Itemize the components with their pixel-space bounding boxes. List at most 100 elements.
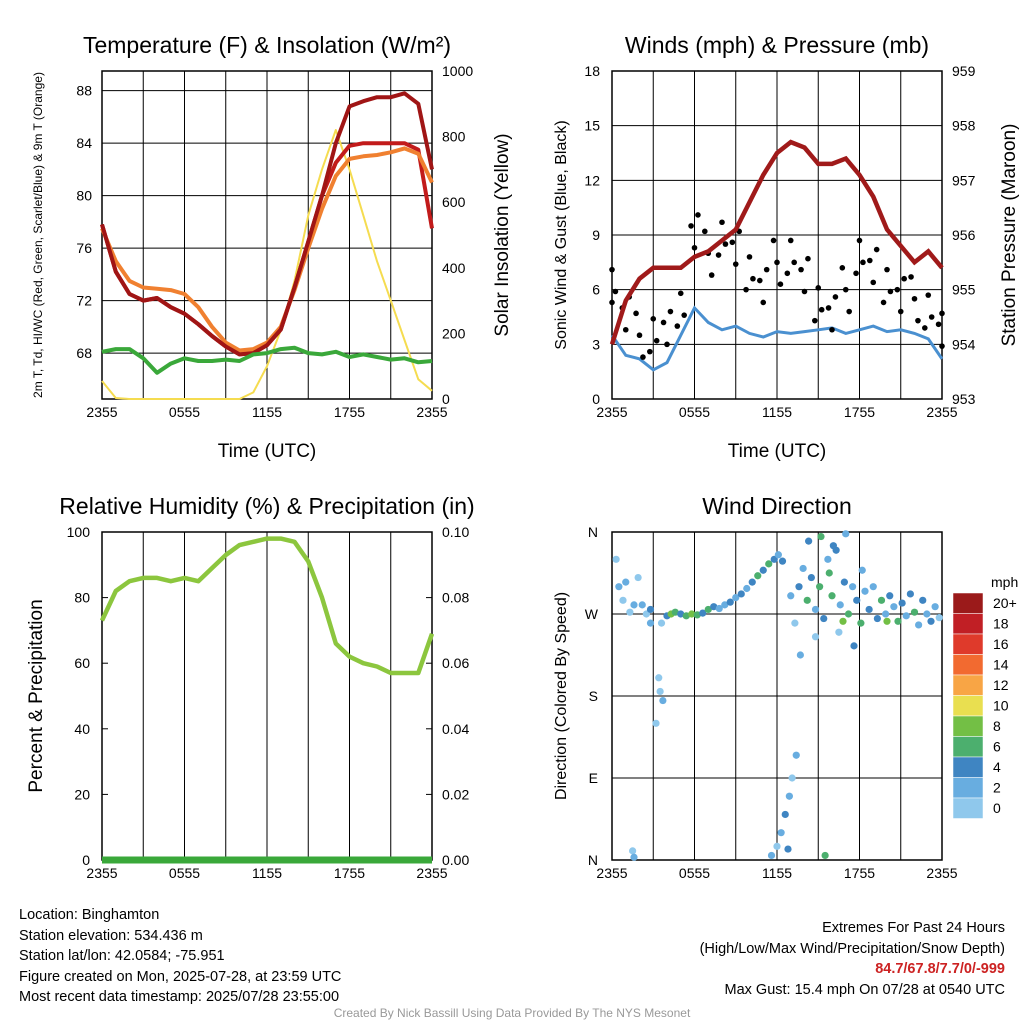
direction-point xyxy=(710,603,718,611)
direction-point xyxy=(788,774,796,782)
gust-point xyxy=(818,306,825,313)
direction-point xyxy=(869,583,877,591)
direction-point xyxy=(646,605,655,614)
direction-point xyxy=(886,592,894,600)
series-line xyxy=(100,91,434,357)
gust-point xyxy=(674,323,681,329)
x-tick-label: 0555 xyxy=(169,404,200,420)
direction-point xyxy=(629,847,637,855)
direction-point xyxy=(795,583,803,591)
y-tick-label: 60 xyxy=(74,655,90,671)
direction-point xyxy=(935,614,943,622)
direction-point xyxy=(634,573,642,582)
direction-point xyxy=(796,651,804,659)
x-tick-label: 2355 xyxy=(926,865,957,881)
direction-point xyxy=(646,619,655,627)
direction-point xyxy=(774,551,782,559)
gust-point xyxy=(770,237,777,244)
extremes-subtitle: (High/Low/Max Wind/Precipitation/Snow De… xyxy=(699,940,1005,957)
direction-point xyxy=(910,608,919,616)
direction-point xyxy=(785,792,793,800)
series-line xyxy=(99,536,435,676)
direction-point xyxy=(923,610,931,618)
legend-swatch xyxy=(952,756,984,778)
gust-point xyxy=(681,312,687,318)
gust-point xyxy=(908,274,914,280)
direction-point xyxy=(699,609,707,617)
direction-point xyxy=(781,810,789,819)
gust-point xyxy=(640,354,646,360)
gust-point xyxy=(708,272,715,278)
legend-label: 10 xyxy=(993,698,1009,714)
direction-point xyxy=(877,596,886,604)
chart-panel-3: 2355 0555 1155 1755 2355 xyxy=(86,531,448,881)
direction-point xyxy=(894,617,902,625)
gust-point xyxy=(867,257,873,264)
direction-point xyxy=(840,578,848,586)
direction-point xyxy=(857,619,865,627)
direction-point xyxy=(844,610,853,618)
gust-point xyxy=(777,281,784,288)
gust-point xyxy=(743,286,749,293)
direction-point xyxy=(619,596,627,604)
gust-point xyxy=(719,219,725,226)
x-tick-label: 1155 xyxy=(762,865,792,881)
chart-title-4: Wind Direction xyxy=(702,493,852,519)
extremes-title: Extremes For Past 24 Hours xyxy=(822,920,1005,936)
legend-label: 4 xyxy=(993,759,1001,775)
y2-tick-label: 0.06 xyxy=(442,655,469,671)
legend-swatch xyxy=(952,654,984,676)
y-tick-label: 80 xyxy=(76,188,92,204)
gust-point xyxy=(750,275,756,282)
direction-point xyxy=(931,603,939,611)
y2-tick-label: 954 xyxy=(952,336,976,352)
y-tick-label: 0 xyxy=(82,852,90,868)
y-tick-label: 88 xyxy=(76,83,92,99)
direction-point xyxy=(915,621,923,629)
gust-point xyxy=(860,259,866,266)
direction-point xyxy=(817,532,825,541)
y2-tick-label: 953 xyxy=(952,391,976,407)
gust-point xyxy=(812,317,818,324)
direction-point xyxy=(850,642,858,650)
y-tick-label: 0 xyxy=(592,391,600,407)
y2-tick-label: 959 xyxy=(952,63,976,79)
gust-point xyxy=(825,305,832,311)
gust-point xyxy=(897,308,904,315)
x-tick-label: 1155 xyxy=(252,404,282,420)
y-tick-label: N xyxy=(588,524,598,540)
direction-point xyxy=(656,687,664,696)
station-latlon: Station lat/lon: 42.0584; -75.951 xyxy=(19,948,225,964)
direction-point xyxy=(630,601,638,609)
direction-point xyxy=(853,596,861,604)
direction-point xyxy=(805,537,813,545)
gust-point xyxy=(664,341,670,348)
speed-legend: mph 20+ 18 16 14 12 10 8 6 4 2 0 xyxy=(952,574,1018,819)
direction-point xyxy=(836,601,844,609)
direction-point xyxy=(803,596,811,604)
legend-swatch xyxy=(952,797,984,819)
figure-created: Figure created on Mon, 2025-07-28, at 23… xyxy=(19,968,342,985)
chart-panel-4: 2355 0555 1155 1755 2355 xyxy=(596,530,958,881)
gust-point xyxy=(760,299,767,306)
gust-point xyxy=(732,261,739,267)
direction-point xyxy=(849,583,857,591)
y-tick-label: 68 xyxy=(76,345,92,361)
direction-point xyxy=(811,605,820,614)
gust-point xyxy=(647,348,653,355)
y-tick-label: 3 xyxy=(592,336,600,352)
direction-point xyxy=(784,845,792,853)
gust-point xyxy=(935,321,942,328)
gust-point xyxy=(633,310,639,317)
gust-point xyxy=(801,288,808,295)
y2-tick-label: 958 xyxy=(952,118,976,134)
direction-point xyxy=(754,572,762,580)
y2-tick-label: 0.00 xyxy=(442,852,469,868)
direction-point xyxy=(821,851,829,860)
gust-point xyxy=(901,275,907,282)
y2-tick-label: 0.10 xyxy=(442,524,469,540)
direction-point xyxy=(820,614,828,623)
gust-point xyxy=(691,244,698,251)
gust-point xyxy=(939,343,945,349)
direction-point xyxy=(858,566,866,574)
